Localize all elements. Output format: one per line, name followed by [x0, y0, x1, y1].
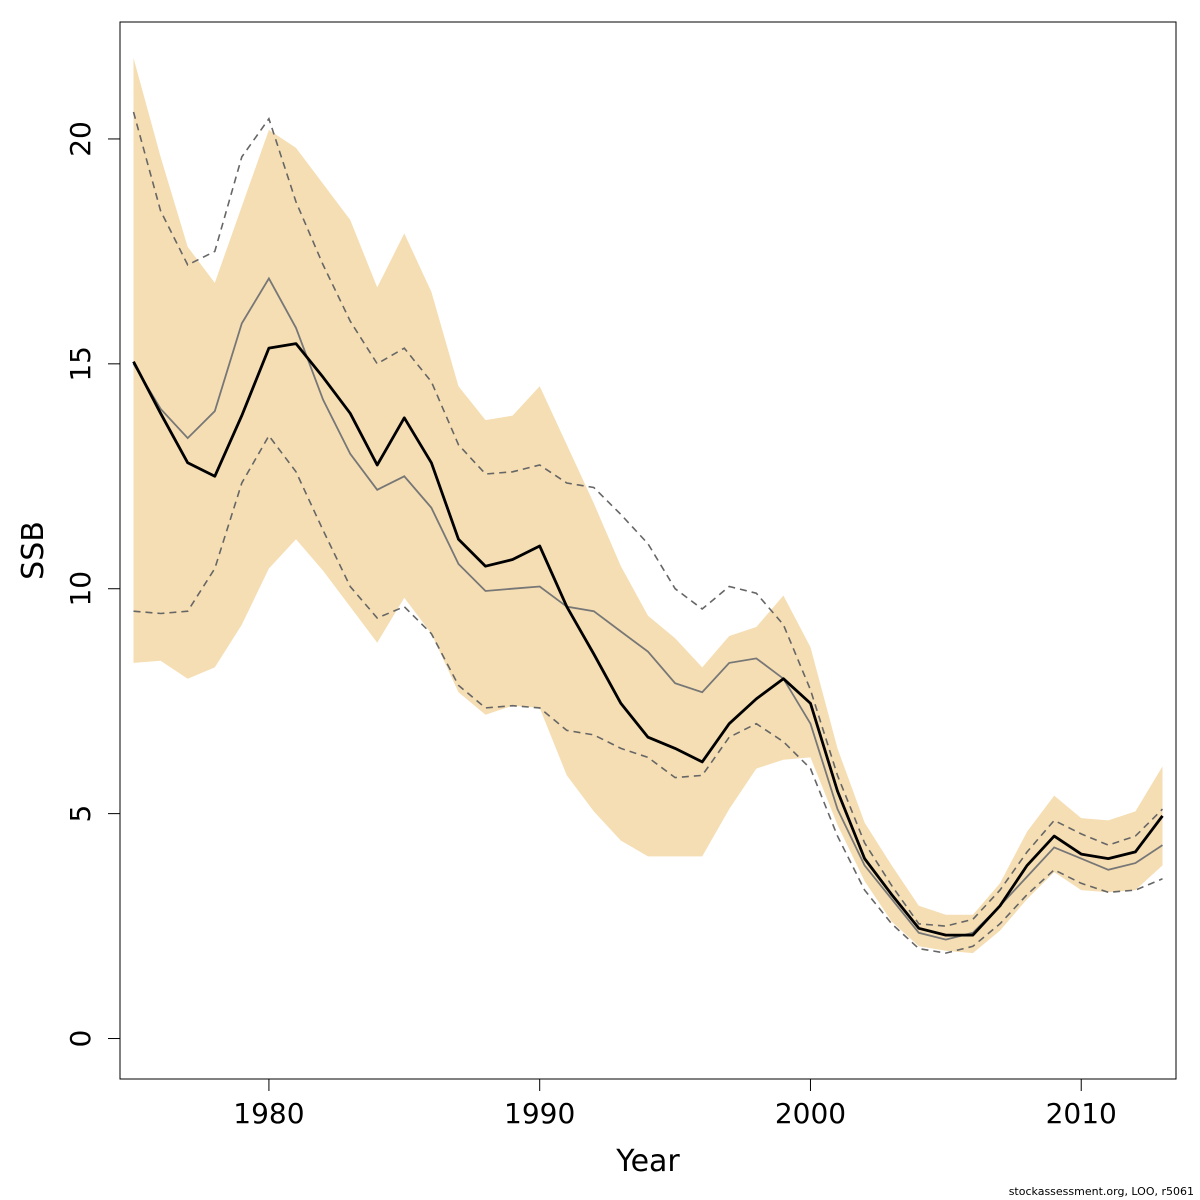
x-axis-title: Year [615, 1144, 680, 1179]
y-axis-title: SSB [16, 521, 51, 580]
y-tick-label: 0 [64, 1030, 97, 1048]
x-tick-label: 1980 [233, 1097, 304, 1130]
confidence-band-layer [133, 58, 1163, 954]
loo-lower-dashed-line [133, 434, 1163, 954]
x-axis: 1980 1990 2000 2010 [233, 1078, 1117, 1130]
loo-upper-dashed-line [132, 111, 1164, 927]
series-lines-layer [132, 111, 1164, 954]
x-tick-label: 1990 [504, 1097, 575, 1130]
y-tick-label: 15 [64, 346, 97, 382]
y-axis: 0 5 10 15 20 [64, 121, 121, 1048]
x-tick-label: 2010 [1046, 1097, 1117, 1130]
y-tick-label: 20 [64, 121, 97, 157]
ssb-estimate-line [132, 342, 1164, 937]
y-tick-label: 10 [64, 571, 97, 607]
confidence-band [133, 58, 1163, 954]
y-tick-label: 5 [64, 805, 97, 823]
credit-text: stockassessment.org, LOO, r5061 [1008, 1185, 1194, 1198]
x-tick-label: 2000 [775, 1097, 846, 1130]
